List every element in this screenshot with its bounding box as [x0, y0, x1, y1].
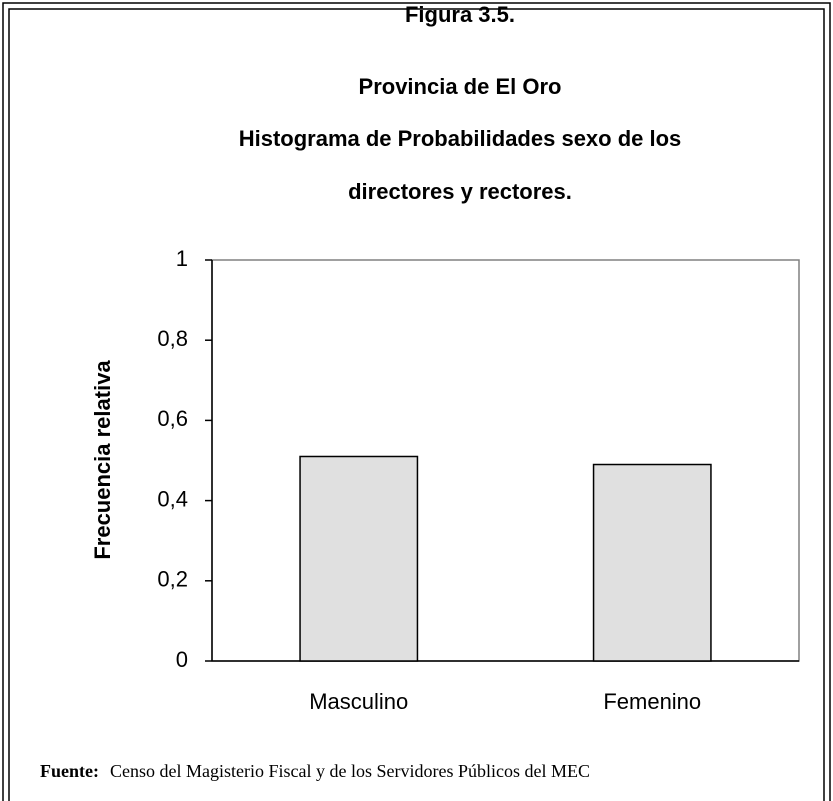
chart-title: Provincia de El Oro: [359, 74, 562, 99]
bar: [592, 463, 712, 662]
x-tick-label: Femenino: [603, 689, 701, 714]
y-tick-label: 0,2: [157, 567, 188, 592]
y-tick-label: 0: [176, 647, 188, 672]
source-label: Fuente:: [40, 761, 99, 781]
y-tick-label: 0,6: [157, 406, 188, 431]
bar: [299, 455, 419, 662]
y-axis-label: Frecuencia relativa: [90, 360, 115, 560]
y-tick-label: 0,4: [157, 486, 188, 511]
y-tick-label: 0,8: [157, 326, 188, 351]
y-tick-label: 1: [176, 246, 188, 271]
x-tick-label: Masculino: [309, 689, 408, 714]
chart-title: Histograma de Probabilidades sexo de los: [239, 126, 682, 151]
chart-title: Figura 3.5.: [405, 2, 515, 27]
source: Censo del Magisterio Fiscal y de los Ser…: [110, 761, 590, 781]
chart-title: directores y rectores.: [348, 179, 572, 204]
